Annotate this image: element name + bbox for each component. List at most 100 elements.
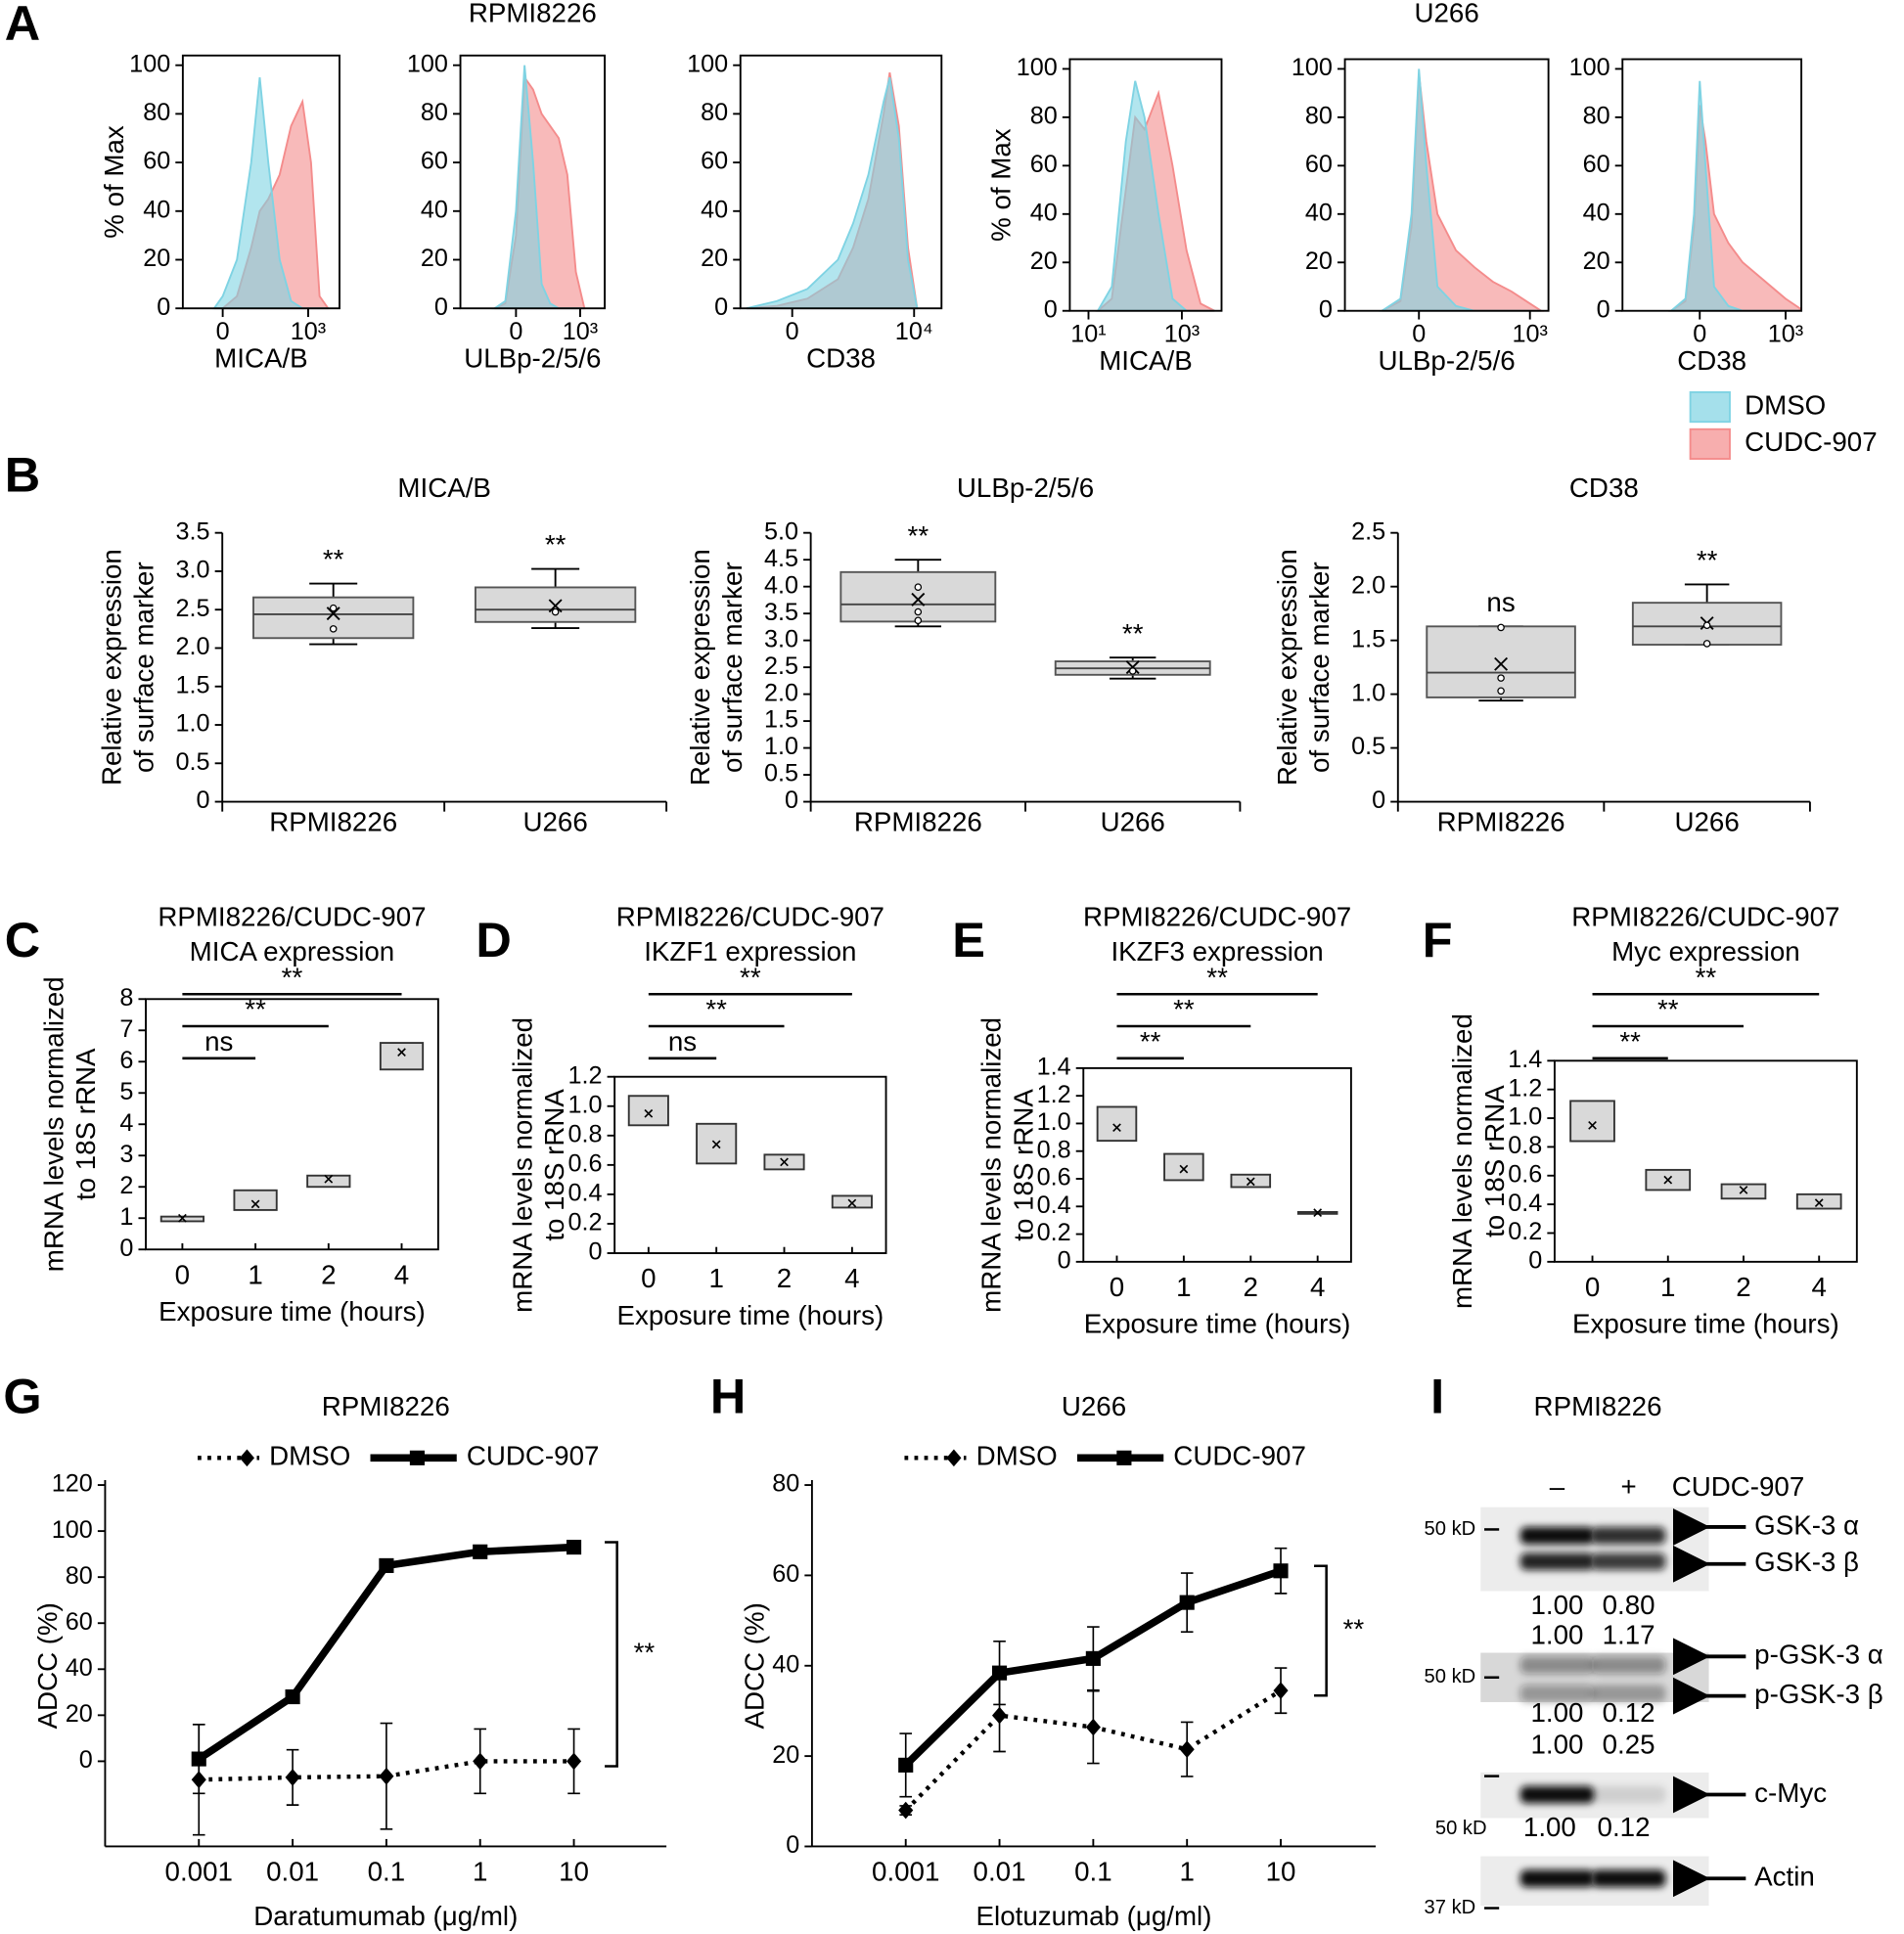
y-tick-label: 80 [772, 1470, 799, 1498]
chart-title: ULBp-2/5/6 [957, 472, 1094, 503]
y-tick-label: 0 [157, 293, 170, 321]
band-quantification: 1.00 [1523, 1812, 1576, 1842]
chart-title: MICA/B [397, 472, 491, 503]
significance-label: ** [323, 544, 344, 574]
y-axis-label: Relative expression [1272, 549, 1302, 786]
data-point [914, 616, 923, 625]
data-point [1497, 674, 1505, 682]
x-tick-label: 0 [175, 1259, 190, 1289]
band-quantification: 1.00 [1530, 1730, 1583, 1760]
y-tick-label: 2.5 [764, 652, 798, 680]
data-marker [285, 1769, 300, 1786]
x-tick-label: 0 [786, 318, 799, 345]
data-point [329, 625, 338, 633]
x-axis-label: Daratumumab (μg/ml) [253, 1901, 518, 1931]
y-tick-label: 5 [119, 1078, 133, 1105]
y-tick-label: 7 [119, 1015, 133, 1043]
y-tick-label: 0.2 [568, 1209, 603, 1237]
plot-frame [1068, 58, 1223, 312]
band-quantification: 1.17 [1603, 1619, 1655, 1649]
data-marker [1085, 1650, 1101, 1666]
mean-marker [1313, 1208, 1323, 1218]
mean-marker [780, 1157, 789, 1167]
y-tick-label: 0.5 [764, 760, 798, 787]
y-tick-label: 40 [1583, 199, 1610, 226]
x-tick-label: 1 [1179, 1857, 1194, 1887]
x-tick-label: 1 [1660, 1272, 1675, 1302]
data-marker [473, 1752, 488, 1771]
y-tick-label: 0.4 [568, 1180, 603, 1207]
x-tick-label: 0 [641, 1263, 656, 1293]
y-tick-label: 0.2 [1037, 1219, 1071, 1246]
chart-title: MICA expression [190, 936, 395, 967]
blot-band [1519, 1526, 1595, 1545]
y-axis-label: to 18S rRNA [1479, 1085, 1510, 1237]
y-tick-label: 1.5 [764, 706, 798, 734]
band-label: p-GSK-3 β [1754, 1679, 1882, 1709]
y-tick-label: 60 [1583, 151, 1610, 178]
y-tick-label: 1.0 [1351, 679, 1385, 706]
x-tick-label: 2 [1244, 1272, 1258, 1302]
y-tick-label: 0 [589, 1238, 603, 1266]
panel-letter: D [476, 912, 511, 967]
blot-band [1519, 1869, 1595, 1888]
legend-label: CUDC-907 [1173, 1441, 1306, 1471]
data-point [1702, 640, 1711, 648]
significance-label: ** [1619, 1026, 1641, 1057]
x-tick-label: 10 [1266, 1857, 1296, 1887]
y-tick-label: 3.0 [764, 625, 798, 652]
y-tick-label: 6 [119, 1047, 133, 1074]
y-tick-label: 2.0 [764, 679, 798, 706]
significance-label: ** [1140, 1026, 1161, 1057]
x-axis-label: Exposure time (hours) [159, 1296, 426, 1327]
y-tick-label: 0.5 [176, 748, 210, 776]
significance-label: ns [204, 1026, 233, 1057]
blot-band [1591, 1685, 1666, 1702]
chart-title: RPMI8226/CUDC-907 [1571, 902, 1839, 932]
x-tick-label: 10³ [563, 318, 598, 345]
y-axis-label: Relative expression [685, 549, 715, 786]
mean-marker [1112, 1123, 1121, 1133]
y-tick-label: 3.5 [764, 599, 798, 626]
blot-band [1591, 1552, 1666, 1571]
x-tick-label: 1 [248, 1259, 262, 1289]
x-tick-label: RPMI8226 [1437, 807, 1565, 837]
x-tick-label: U266 [523, 807, 588, 837]
x-tick-label: 10³ [291, 318, 326, 345]
chart-title: CD38 [1569, 472, 1639, 503]
y-tick-label: 3 [119, 1141, 133, 1168]
y-tick-label: 1.0 [568, 1091, 603, 1118]
y-tick-label: 0 [786, 1831, 799, 1859]
y-tick-label: 4 [119, 1109, 133, 1137]
blot-band [1591, 1785, 1666, 1804]
y-tick-label: 5.0 [764, 517, 798, 545]
legend-marker [1116, 1450, 1132, 1465]
mean-marker [324, 1174, 334, 1184]
size-marker: 50 kD [1435, 1818, 1487, 1839]
y-tick-label: 0 [1372, 787, 1385, 814]
x-tick-label: 0 [1693, 321, 1706, 348]
mean-marker [1125, 660, 1140, 675]
legend-label: CUDC-907 [467, 1441, 600, 1471]
y-tick-label: 1.0 [176, 710, 210, 738]
plot-frame [181, 54, 340, 310]
x-tick-label: 1 [708, 1263, 723, 1293]
significance-label: ** [1206, 962, 1228, 992]
y-axis-label: % of Max [986, 128, 1017, 242]
legend-label: DMSO [269, 1441, 350, 1471]
y-tick-label: 20 [66, 1700, 93, 1728]
range-box [1795, 1192, 1842, 1210]
y-tick-label: 20 [772, 1741, 799, 1769]
data-point [1128, 667, 1137, 675]
significance-label: ** [908, 520, 929, 551]
chart-title: Myc expression [1611, 936, 1800, 967]
size-marker: 50 kD [1425, 1666, 1476, 1687]
y-tick-label: 40 [143, 196, 170, 223]
size-marker: 50 kD [1425, 1518, 1476, 1540]
mean-marker [847, 1198, 857, 1208]
y-tick-label: 1.4 [1508, 1046, 1542, 1073]
legend-label: DMSO [976, 1441, 1058, 1471]
data-point [551, 607, 560, 616]
range-box [1163, 1152, 1204, 1182]
